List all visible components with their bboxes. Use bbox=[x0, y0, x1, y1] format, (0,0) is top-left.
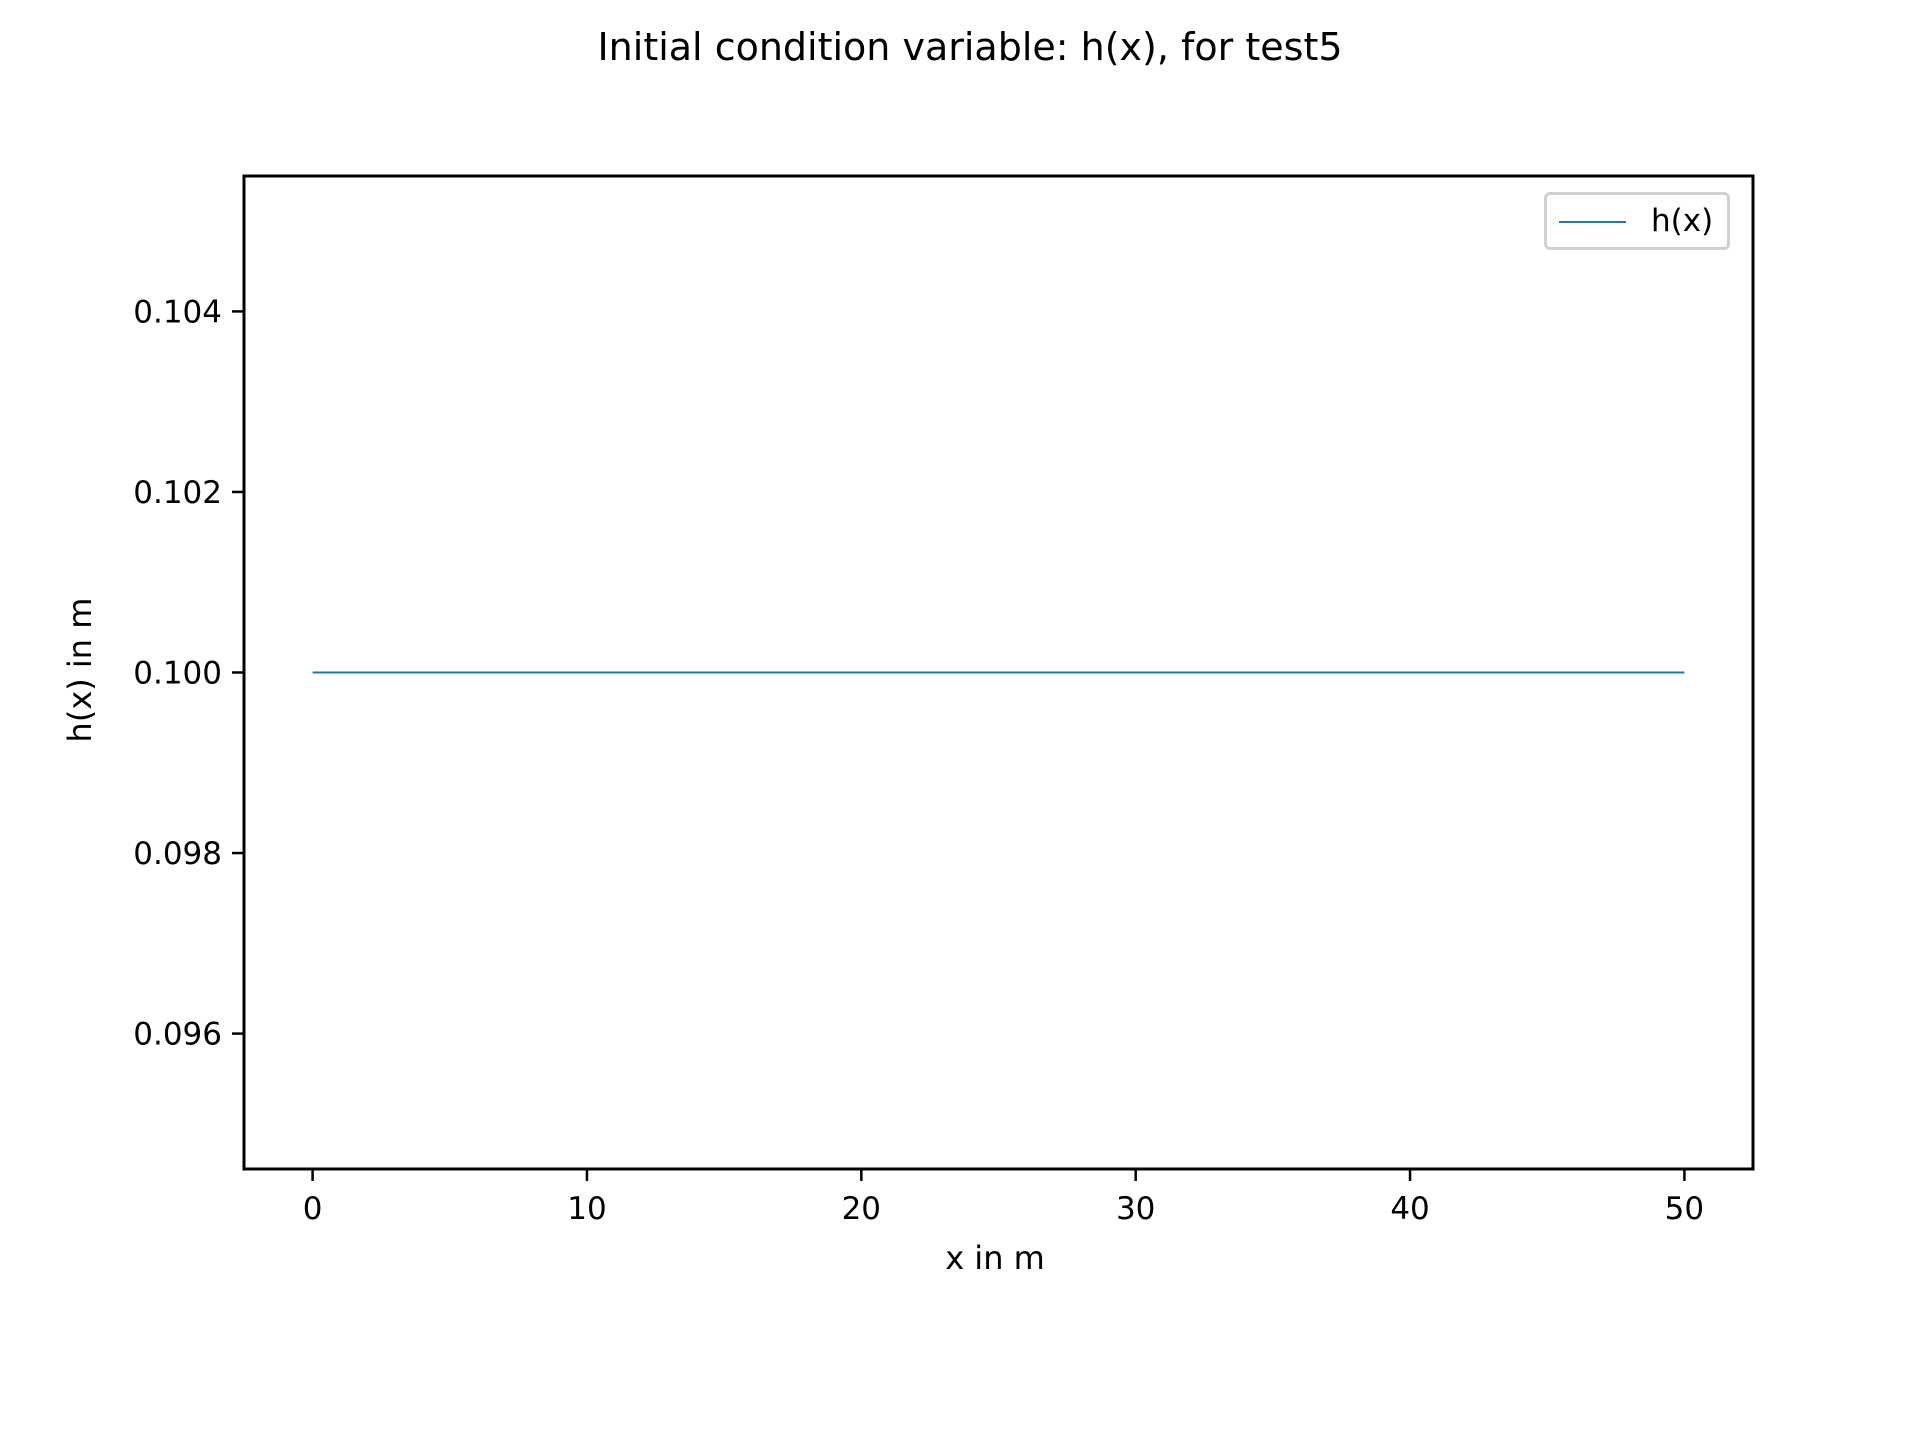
x-tick-label: 0 bbox=[303, 1191, 323, 1227]
legend: h(x) bbox=[1544, 192, 1730, 250]
y-tick-label: 0.100 bbox=[133, 656, 222, 692]
y-tick-label: 0.104 bbox=[133, 294, 222, 330]
chart-title: Initial condition variable: h(x), for te… bbox=[597, 25, 1343, 69]
x-tick-label: 10 bbox=[567, 1191, 606, 1227]
legend-label-h: h(x) bbox=[1651, 203, 1714, 239]
x-tick-label: 20 bbox=[842, 1191, 881, 1227]
y-tick-label: 0.096 bbox=[133, 1017, 222, 1053]
legend-swatch-h bbox=[1559, 221, 1626, 223]
x-axis-ticks: 0 10 20 30 40 50 bbox=[303, 1169, 1704, 1227]
x-tick-label: 40 bbox=[1390, 1191, 1429, 1227]
y-tick-label: 0.098 bbox=[133, 836, 222, 872]
y-axis-ticks: 0.096 0.098 0.100 0.102 0.104 bbox=[133, 294, 244, 1053]
y-axis-label: h(x) in m bbox=[61, 597, 99, 743]
x-tick-label: 50 bbox=[1665, 1191, 1704, 1227]
x-axis-label: x in m bbox=[945, 1239, 1045, 1277]
y-tick-label: 0.102 bbox=[133, 475, 222, 511]
x-tick-label: 30 bbox=[1116, 1191, 1155, 1227]
